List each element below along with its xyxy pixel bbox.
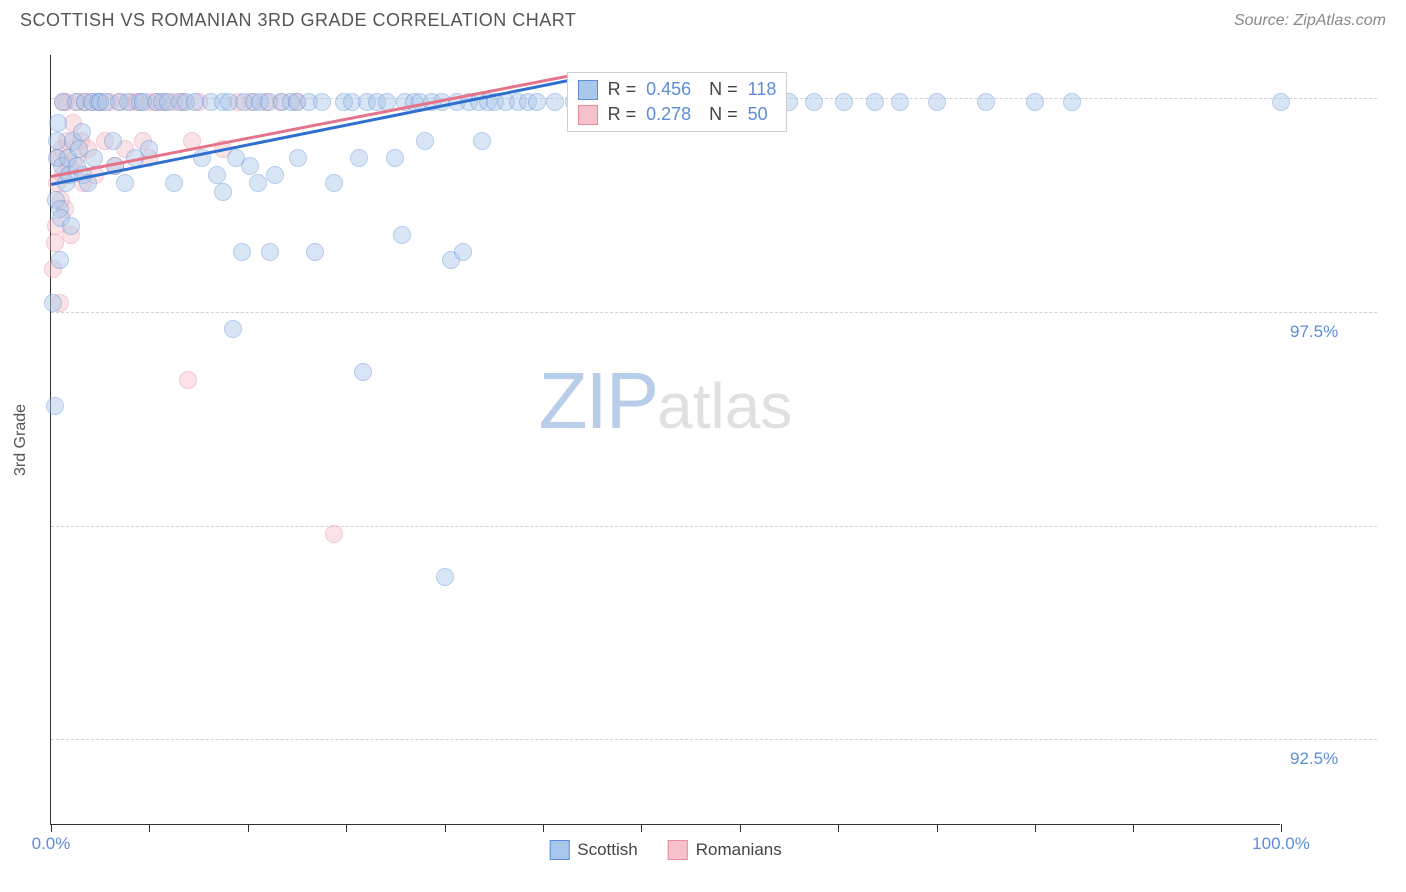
scottish-swatch-icon [578, 80, 598, 100]
scottish-point [835, 93, 853, 111]
chart-source: Source: ZipAtlas.com [1234, 12, 1386, 30]
scottish-point [104, 132, 122, 150]
legend-n-label: N = [709, 104, 738, 125]
x-tick [838, 824, 839, 832]
plot-area: ZIPatlas 3rd Grade ScottishRomanians 0.0… [50, 55, 1280, 825]
scottish-point [214, 183, 232, 201]
scottish-point [116, 174, 134, 192]
legend-n-value: 50 [748, 104, 768, 125]
legend-n-value: 118 [748, 79, 777, 100]
chart-title: SCOTTISH VS ROMANIAN 3RD GRADE CORRELATI… [20, 10, 576, 31]
correlation-legend-box: R = 0.456 N = 118 R = 0.278 N = 50 [567, 72, 788, 132]
romanians-swatch-icon [578, 105, 598, 125]
x-tick [937, 824, 938, 832]
scottish-point [546, 93, 564, 111]
x-tick [1035, 824, 1036, 832]
scottish-point [266, 166, 284, 184]
scottish-point [46, 397, 64, 415]
scottish-point [313, 93, 331, 111]
romanians-swatch-icon [668, 840, 688, 860]
scottish-point [85, 149, 103, 167]
scottish-point [44, 294, 62, 312]
scottish-point [891, 93, 909, 111]
watermark: ZIPatlas [539, 355, 793, 447]
y-tick-label: 97.5% [1290, 322, 1338, 342]
legend-r-value: 0.278 [646, 104, 691, 125]
chart-container: ZIPatlas 3rd Grade ScottishRomanians 0.0… [50, 55, 1380, 825]
y-tick-label: 92.5% [1290, 749, 1338, 769]
romanians-point [325, 525, 343, 543]
scottish-point [62, 217, 80, 235]
scottish-point [393, 226, 411, 244]
gridline [51, 739, 1377, 740]
x-tick-label: 100.0% [1252, 834, 1310, 854]
scottish-point [805, 93, 823, 111]
x-tick [1281, 824, 1282, 832]
legend-n-label: N = [709, 79, 738, 100]
scottish-point [454, 243, 472, 261]
x-tick [149, 824, 150, 832]
scottish-point [1272, 93, 1290, 111]
x-tick [641, 824, 642, 832]
x-tick [740, 824, 741, 832]
scottish-point [473, 132, 491, 150]
scottish-point [261, 243, 279, 261]
scottish-point [866, 93, 884, 111]
watermark-zip: ZIP [539, 356, 657, 445]
scottish-point [350, 149, 368, 167]
gridline [51, 526, 1377, 527]
scottish-point [49, 114, 67, 132]
x-tick [51, 824, 52, 832]
scottish-point [306, 243, 324, 261]
scottish-trend-line [51, 72, 605, 186]
x-tick [445, 824, 446, 832]
scottish-swatch-icon [549, 840, 569, 860]
watermark-atlas: atlas [657, 370, 792, 442]
scottish-point [73, 123, 91, 141]
x-tick [346, 824, 347, 832]
x-tick [248, 824, 249, 832]
legend-r-value: 0.456 [646, 79, 691, 100]
scottish-point [436, 568, 454, 586]
scottish-point [928, 93, 946, 111]
x-tick [543, 824, 544, 832]
bottom-legend: Scottish Romanians [549, 840, 781, 860]
scottish-point [386, 149, 404, 167]
bottom-legend-romanians: Romanians [668, 840, 782, 860]
scottish-point [224, 320, 242, 338]
scottish-point [51, 251, 69, 269]
romanians-point [179, 371, 197, 389]
scottish-point [233, 243, 251, 261]
scottish-point [1026, 93, 1044, 111]
scottish-point [977, 93, 995, 111]
scottish-point [241, 157, 259, 175]
bottom-legend-scottish: Scottish [549, 840, 637, 860]
bottom-legend-label: Romanians [696, 840, 782, 860]
scottish-point [289, 149, 307, 167]
x-tick-label: 0.0% [32, 834, 71, 854]
legend-row-scottish: R = 0.456 N = 118 [578, 77, 777, 102]
scottish-point [528, 93, 546, 111]
legend-r-label: R = [608, 104, 637, 125]
scottish-point [416, 132, 434, 150]
romanians-trend-line [51, 72, 580, 178]
scottish-point [325, 174, 343, 192]
bottom-legend-label: Scottish [577, 840, 637, 860]
y-axis-label: 3rd Grade [12, 403, 30, 475]
scottish-point [354, 363, 372, 381]
x-tick [1133, 824, 1134, 832]
scottish-point [208, 166, 226, 184]
scottish-point [249, 174, 267, 192]
legend-row-romanians: R = 0.278 N = 50 [578, 102, 777, 127]
legend-r-label: R = [608, 79, 637, 100]
scottish-point [165, 174, 183, 192]
gridline [51, 312, 1377, 313]
scottish-point [1063, 93, 1081, 111]
